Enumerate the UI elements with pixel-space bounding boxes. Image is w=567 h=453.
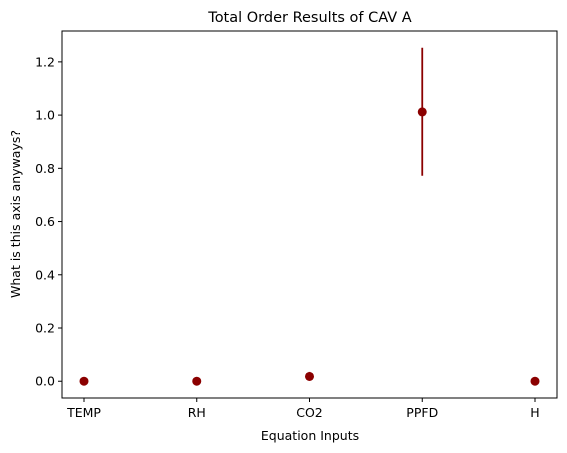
x-axis-label: Equation Inputs (261, 428, 359, 443)
y-tick-label: 0.0 (35, 374, 55, 389)
chart-title: Total Order Results of CAV A (207, 10, 411, 26)
y-tick-label: 0.8 (35, 161, 55, 176)
y-tick-label: 0.6 (35, 214, 55, 229)
data-point-co2 (305, 371, 314, 381)
y-axis-label: What is this axis anyways? (8, 130, 23, 298)
y-tick-label: 0.2 (35, 321, 55, 336)
y-axis-ticks: 0.0 0.2 0.4 0.6 0.8 1.0 1.2 (35, 54, 62, 389)
x-axis-ticks: TEMP RH CO2 PPFD H (66, 398, 540, 420)
y-tick-label: 1.0 (35, 108, 55, 123)
plot-area (61, 30, 558, 399)
x-tick-label: TEMP (66, 405, 101, 420)
x-tick-label: H (530, 405, 539, 420)
y-tick-label: 1.2 (35, 54, 55, 69)
x-tick-label: PPFD (406, 405, 438, 420)
data-point-ppfd (417, 107, 427, 117)
data-point-rh (192, 376, 202, 386)
data-point-temp (79, 376, 89, 386)
y-tick-label: 0.4 (35, 267, 55, 282)
data-point-h (530, 376, 540, 386)
x-tick-label: RH (188, 405, 206, 420)
data-points (79, 107, 540, 386)
x-tick-label: CO2 (296, 405, 323, 420)
